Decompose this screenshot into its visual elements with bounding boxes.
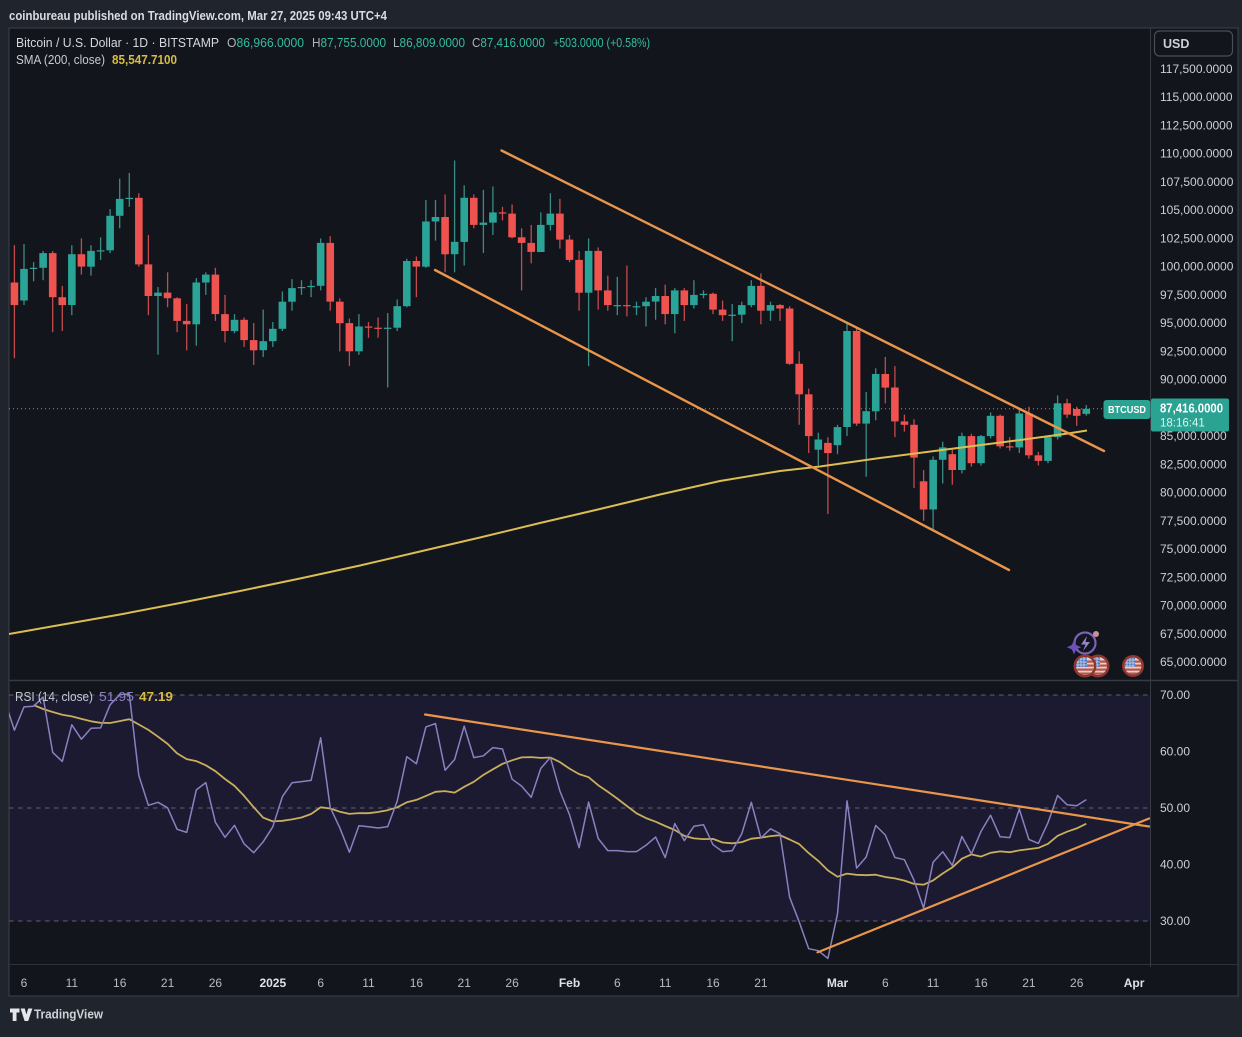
svg-text:26: 26 [209, 976, 223, 990]
svg-text:51.95: 51.95 [99, 689, 134, 704]
svg-text:coinbureau published on Tradin: coinbureau published on TradingView.com,… [9, 8, 388, 23]
svg-text:67,500.0000: 67,500.0000 [1160, 627, 1227, 641]
svg-text:21: 21 [458, 976, 472, 990]
svg-text:TradingView: TradingView [34, 1007, 104, 1022]
svg-text:77,500.0000: 77,500.0000 [1160, 514, 1227, 528]
svg-text:H87,755.0000: H87,755.0000 [312, 35, 386, 50]
svg-text:RSI (14, close): RSI (14, close) [15, 689, 93, 704]
svg-text:50.00: 50.00 [1160, 801, 1190, 815]
svg-text:40.00: 40.00 [1160, 858, 1190, 872]
svg-text:Apr: Apr [1124, 976, 1145, 990]
svg-text:112,500.0000: 112,500.0000 [1160, 119, 1233, 133]
svg-text:+503.0000 (+0.58%): +503.0000 (+0.58%) [553, 35, 650, 50]
svg-text:11: 11 [362, 976, 375, 990]
svg-text:107,500.0000: 107,500.0000 [1160, 175, 1234, 189]
svg-text:6: 6 [317, 976, 324, 990]
svg-text:47.19: 47.19 [139, 689, 173, 704]
svg-text:97,500.0000: 97,500.0000 [1160, 288, 1227, 302]
svg-text:105,000.0000: 105,000.0000 [1160, 203, 1234, 217]
svg-text:SMA (200, close): SMA (200, close) [16, 52, 105, 67]
svg-text:11: 11 [66, 976, 79, 990]
svg-text:6: 6 [21, 976, 28, 990]
svg-text:87,416.0000: 87,416.0000 [1160, 402, 1223, 416]
svg-text:60.00: 60.00 [1160, 745, 1190, 759]
svg-text:2025: 2025 [259, 976, 286, 990]
svg-text:100,000.0000: 100,000.0000 [1160, 260, 1234, 274]
svg-text:117,500.0000: 117,500.0000 [1160, 62, 1233, 76]
svg-text:80,000.0000: 80,000.0000 [1160, 486, 1227, 500]
svg-text:90,000.0000: 90,000.0000 [1160, 373, 1227, 387]
svg-text:82,500.0000: 82,500.0000 [1160, 457, 1227, 471]
svg-text:6: 6 [614, 976, 621, 990]
svg-text:26: 26 [505, 976, 519, 990]
svg-text:115,000.0000: 115,000.0000 [1160, 90, 1233, 104]
svg-text:85,000.0000: 85,000.0000 [1160, 429, 1227, 443]
svg-text:16: 16 [974, 976, 988, 990]
svg-text:16: 16 [410, 976, 424, 990]
svg-text:O86,966.0000: O86,966.0000 [227, 35, 304, 50]
svg-text:21: 21 [161, 976, 175, 990]
svg-text:92,500.0000: 92,500.0000 [1160, 344, 1227, 358]
svg-text:11: 11 [927, 976, 940, 990]
svg-text:18:16:41: 18:16:41 [1160, 418, 1205, 430]
svg-text:USD: USD [1163, 37, 1189, 51]
svg-text:85,547.7100: 85,547.7100 [112, 52, 177, 67]
svg-text:L86,809.0000: L86,809.0000 [393, 35, 465, 50]
svg-text:21: 21 [754, 976, 768, 990]
svg-text:70.00: 70.00 [1160, 688, 1190, 702]
svg-text:16: 16 [706, 976, 720, 990]
svg-text:72,500.0000: 72,500.0000 [1160, 570, 1227, 584]
svg-text:21: 21 [1022, 976, 1036, 990]
svg-text:11: 11 [659, 976, 672, 990]
svg-text:110,000.0000: 110,000.0000 [1160, 147, 1233, 161]
svg-text:65,000.0000: 65,000.0000 [1160, 655, 1227, 669]
svg-text:Feb: Feb [559, 976, 580, 990]
svg-text:BTCUSD: BTCUSD [1108, 404, 1146, 416]
svg-text:30.00: 30.00 [1160, 914, 1190, 928]
svg-text:26: 26 [1070, 976, 1084, 990]
svg-text:70,000.0000: 70,000.0000 [1160, 599, 1227, 613]
svg-text:75,000.0000: 75,000.0000 [1160, 542, 1227, 556]
svg-text:Mar: Mar [827, 976, 849, 990]
svg-text:6: 6 [882, 976, 889, 990]
svg-text:95,000.0000: 95,000.0000 [1160, 316, 1227, 330]
svg-text:16: 16 [113, 976, 127, 990]
svg-text:C87,416.0000: C87,416.0000 [472, 35, 545, 50]
svg-text:102,500.0000: 102,500.0000 [1160, 231, 1234, 245]
svg-text:Bitcoin / U.S. Dollar · 1D · B: Bitcoin / U.S. Dollar · 1D · BITSTAMP [16, 35, 219, 50]
